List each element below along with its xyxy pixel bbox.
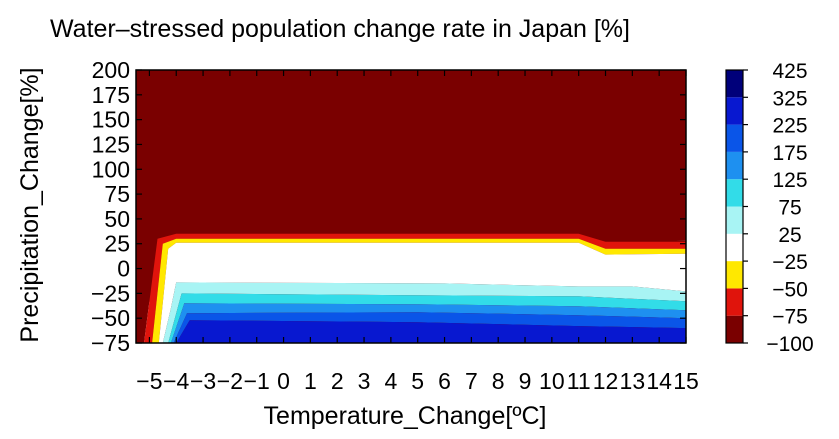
colorbar-segment — [726, 288, 743, 316]
x-tick-label: 13 — [620, 368, 646, 394]
contour-band-4 — [162, 282, 687, 343]
colorbar-segment — [726, 97, 743, 125]
colorbar-segment — [726, 70, 743, 98]
y-tick-label: 25 — [104, 231, 130, 257]
y-tick-label: 150 — [92, 107, 130, 133]
x-tick-label: −2 — [217, 368, 243, 394]
x-axis: −5 −4 −3 −2 −1 0 1 2 3 4 5 6 7 8 9 10 11 12 13 14 15 — [136, 70, 699, 394]
colorbar-label: −25 — [772, 251, 808, 274]
y-tick-label: −25 — [91, 280, 130, 306]
x-tick-label: 12 — [593, 368, 619, 394]
y-tick-label: −50 — [91, 305, 130, 331]
colorbar-segment — [726, 261, 743, 289]
y-tick-label: 100 — [92, 156, 130, 182]
x-tick-label: −3 — [190, 368, 216, 394]
contour-band-3 — [158, 242, 687, 343]
plot-frame — [135, 69, 687, 344]
x-tick-label: 4 — [384, 368, 397, 394]
x-tick-label: 7 — [465, 368, 478, 394]
contour-bands — [136, 70, 687, 343]
colorbar-label: −50 — [772, 278, 808, 301]
y-tick-label: 175 — [92, 82, 130, 108]
x-axis-label: Temperature_Change[ºC] — [264, 402, 547, 430]
y-tick-label: 50 — [104, 206, 130, 232]
x-tick-label: 10 — [539, 368, 565, 394]
y-tick-label: 75 — [104, 181, 130, 207]
x-tick-label: 6 — [438, 368, 451, 394]
contour-band-8 — [176, 320, 686, 343]
y-axis-label: Precipitation_Change[%] — [16, 67, 44, 342]
colorbar: 425 325 225 175 125 75 25 −25 −50 −75 −100 — [725, 60, 814, 356]
colorbar-label: 175 — [772, 142, 807, 165]
x-tick-label: 14 — [646, 368, 672, 394]
colorbar-label: 325 — [772, 87, 807, 110]
x-tick-label: 1 — [304, 368, 317, 394]
x-tick-label: 11 — [567, 368, 591, 394]
y-tick-label: −75 — [91, 330, 130, 356]
colorbar-label: −75 — [772, 306, 808, 329]
colorbar-segment — [726, 124, 743, 152]
contour-band-1 — [144, 233, 686, 343]
colorbar-segment — [726, 151, 743, 180]
x-tick-label: −4 — [163, 368, 189, 394]
colorbar-label: −100 — [766, 333, 813, 356]
x-tick-label: 8 — [492, 368, 505, 394]
x-tick-label: 2 — [331, 368, 344, 394]
x-tick-label: 5 — [411, 368, 424, 394]
x-tick-label: 9 — [519, 368, 532, 394]
colorbar-label: 425 — [772, 60, 807, 83]
colorbar-label: 225 — [772, 115, 807, 138]
y-tick-label: 125 — [92, 131, 130, 157]
x-tick-label: 0 — [277, 368, 290, 394]
colorbar-segment — [726, 179, 743, 207]
contour-band-6 — [170, 303, 686, 343]
x-tick-label: −5 — [136, 368, 162, 394]
y-tick-label: 0 — [117, 256, 130, 282]
colorbar-segment — [726, 206, 743, 234]
contour-band-5 — [168, 293, 686, 343]
colorbar-label: 25 — [778, 224, 801, 247]
y-tick-label: 200 — [92, 57, 130, 83]
chart-title: Water–stressed population change rate in… — [50, 15, 630, 43]
contour-band-2 — [152, 238, 687, 343]
colorbar-label: 125 — [772, 169, 807, 192]
contour-band-7 — [173, 312, 687, 343]
x-tick-label: 3 — [358, 368, 371, 394]
x-tick-label: 15 — [673, 368, 699, 394]
colorbar-segment — [726, 315, 743, 343]
colorbar-segment — [726, 233, 743, 262]
x-tick-label: −1 — [244, 368, 270, 394]
colorbar-label: 75 — [778, 197, 801, 220]
